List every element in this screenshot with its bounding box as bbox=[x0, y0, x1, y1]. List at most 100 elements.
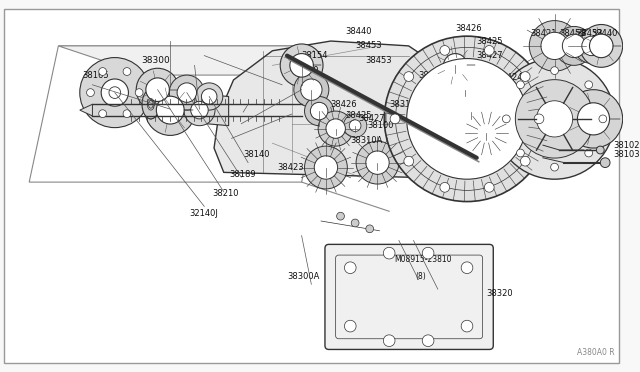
Circle shape bbox=[484, 45, 494, 55]
Circle shape bbox=[103, 81, 127, 104]
Circle shape bbox=[555, 26, 593, 65]
Circle shape bbox=[344, 114, 367, 137]
Text: 38421: 38421 bbox=[531, 29, 557, 38]
Circle shape bbox=[305, 96, 333, 126]
Circle shape bbox=[582, 36, 601, 56]
Circle shape bbox=[494, 58, 615, 179]
Circle shape bbox=[596, 146, 604, 154]
Text: 38424: 38424 bbox=[496, 73, 523, 81]
Text: 38424: 38424 bbox=[419, 71, 445, 80]
Circle shape bbox=[314, 156, 338, 179]
Circle shape bbox=[294, 72, 329, 107]
Circle shape bbox=[344, 320, 356, 332]
Circle shape bbox=[351, 219, 359, 227]
Text: 38425: 38425 bbox=[477, 36, 503, 45]
Text: 38210: 38210 bbox=[212, 189, 239, 198]
Circle shape bbox=[550, 67, 559, 74]
Text: A380A0 R: A380A0 R bbox=[577, 348, 615, 357]
Circle shape bbox=[461, 262, 473, 273]
Circle shape bbox=[477, 124, 496, 143]
Circle shape bbox=[280, 44, 323, 87]
Circle shape bbox=[520, 156, 530, 166]
Circle shape bbox=[585, 149, 593, 157]
Circle shape bbox=[177, 83, 196, 102]
Text: 38427: 38427 bbox=[477, 51, 504, 60]
Circle shape bbox=[520, 72, 530, 81]
Circle shape bbox=[484, 183, 494, 192]
Circle shape bbox=[580, 25, 623, 67]
Circle shape bbox=[529, 20, 580, 71]
Circle shape bbox=[574, 28, 609, 63]
Circle shape bbox=[101, 79, 129, 106]
Circle shape bbox=[145, 85, 196, 135]
Circle shape bbox=[123, 68, 131, 76]
Circle shape bbox=[146, 78, 170, 102]
Circle shape bbox=[349, 120, 361, 132]
Text: 32140J: 32140J bbox=[189, 209, 219, 218]
Circle shape bbox=[516, 149, 524, 157]
Text: 38423: 38423 bbox=[423, 134, 450, 143]
Text: 38100: 38100 bbox=[368, 121, 394, 130]
Circle shape bbox=[444, 54, 467, 77]
Circle shape bbox=[170, 75, 204, 110]
Text: (8): (8) bbox=[415, 272, 426, 281]
Text: 38453: 38453 bbox=[365, 56, 392, 65]
Circle shape bbox=[366, 151, 389, 174]
Polygon shape bbox=[80, 104, 92, 116]
Circle shape bbox=[599, 115, 607, 123]
Circle shape bbox=[135, 89, 143, 96]
Circle shape bbox=[99, 68, 106, 76]
Text: 39440: 39440 bbox=[591, 29, 618, 38]
Text: 38427J: 38427J bbox=[358, 114, 387, 124]
Circle shape bbox=[541, 32, 568, 60]
FancyBboxPatch shape bbox=[325, 244, 493, 349]
Text: 38189: 38189 bbox=[230, 170, 256, 179]
Circle shape bbox=[456, 81, 474, 99]
Circle shape bbox=[337, 212, 344, 220]
Circle shape bbox=[564, 90, 623, 148]
Text: 38300A: 38300A bbox=[287, 272, 319, 281]
Circle shape bbox=[469, 116, 504, 151]
Circle shape bbox=[515, 80, 594, 158]
Circle shape bbox=[356, 141, 399, 184]
Circle shape bbox=[404, 156, 413, 166]
Circle shape bbox=[440, 183, 450, 192]
Polygon shape bbox=[29, 46, 331, 182]
Circle shape bbox=[589, 34, 613, 58]
Circle shape bbox=[516, 81, 524, 89]
Text: 38423: 38423 bbox=[277, 163, 304, 172]
Circle shape bbox=[136, 68, 179, 111]
Circle shape bbox=[290, 54, 314, 77]
Circle shape bbox=[383, 247, 395, 259]
Polygon shape bbox=[58, 46, 419, 75]
Text: 38300: 38300 bbox=[141, 56, 170, 65]
Text: 38154: 38154 bbox=[301, 51, 328, 60]
Text: 38453: 38453 bbox=[355, 41, 381, 50]
Ellipse shape bbox=[142, 90, 159, 119]
Circle shape bbox=[326, 119, 346, 138]
Circle shape bbox=[384, 36, 550, 202]
Text: 38310: 38310 bbox=[389, 100, 416, 109]
Circle shape bbox=[585, 81, 593, 89]
Circle shape bbox=[534, 114, 544, 124]
Text: 38453: 38453 bbox=[559, 29, 586, 38]
Circle shape bbox=[422, 247, 434, 259]
Polygon shape bbox=[214, 41, 443, 177]
Circle shape bbox=[434, 44, 477, 87]
Text: 38165: 38165 bbox=[83, 71, 109, 80]
Circle shape bbox=[196, 83, 223, 110]
Text: 38426: 38426 bbox=[455, 24, 482, 33]
FancyBboxPatch shape bbox=[4, 9, 619, 363]
Circle shape bbox=[536, 101, 573, 137]
Circle shape bbox=[310, 102, 328, 120]
Circle shape bbox=[305, 146, 348, 189]
Circle shape bbox=[422, 335, 434, 347]
Circle shape bbox=[390, 114, 400, 124]
Text: 38426: 38426 bbox=[331, 100, 357, 109]
Text: 38320: 38320 bbox=[486, 289, 513, 298]
Circle shape bbox=[406, 58, 527, 179]
Circle shape bbox=[404, 72, 413, 81]
Text: 38102: 38102 bbox=[613, 141, 639, 150]
Text: 38103: 38103 bbox=[613, 150, 639, 159]
Circle shape bbox=[440, 45, 450, 55]
